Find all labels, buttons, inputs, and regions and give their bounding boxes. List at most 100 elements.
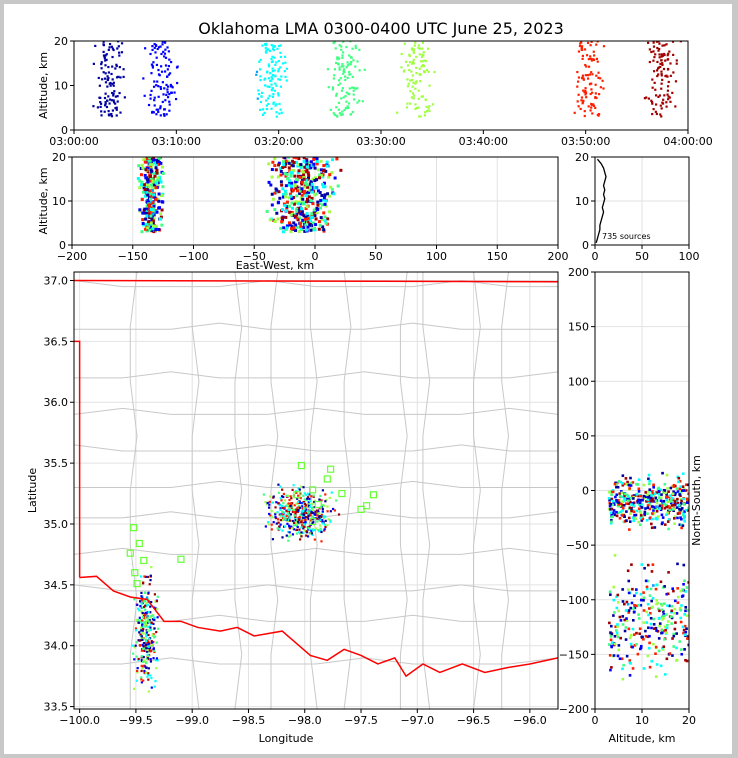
data-point <box>305 511 308 515</box>
data-point <box>153 96 156 99</box>
data-point <box>295 510 298 513</box>
data-point <box>644 495 648 499</box>
data-point <box>414 103 417 106</box>
data-point <box>686 509 689 512</box>
data-point <box>144 47 147 50</box>
data-point <box>584 63 587 67</box>
data-point <box>157 110 160 114</box>
data-point <box>157 157 161 160</box>
data-point <box>258 60 261 63</box>
data-point <box>144 611 147 614</box>
data-point <box>655 629 658 632</box>
data-point <box>337 108 340 111</box>
data-point <box>303 217 307 221</box>
data-point <box>609 668 612 672</box>
data-point <box>312 158 316 162</box>
data-point <box>639 644 643 648</box>
data-point <box>656 629 660 633</box>
altitude-north-south-panel: 0 10 20−200−150−100−50050100150200Altitude… <box>559 266 703 745</box>
data-point <box>277 68 280 71</box>
data-point <box>589 92 592 96</box>
data-point <box>313 528 317 532</box>
data-point <box>646 498 650 501</box>
data-point <box>644 634 648 638</box>
data-point <box>137 164 141 168</box>
data-point <box>580 48 584 51</box>
y-axis-label: Latitude <box>26 468 39 514</box>
data-point <box>679 608 683 612</box>
data-point <box>288 535 291 538</box>
data-point <box>672 507 676 511</box>
data-point <box>270 89 273 92</box>
data-point <box>320 218 324 222</box>
x-tick-label: −50 <box>243 250 266 263</box>
data-point <box>629 606 633 610</box>
data-point <box>651 102 654 105</box>
data-point <box>318 191 322 195</box>
data-point <box>645 493 649 497</box>
data-point <box>136 671 139 674</box>
data-point <box>166 75 169 78</box>
data-point <box>171 86 174 89</box>
data-point <box>315 157 319 161</box>
data-point <box>299 532 302 535</box>
data-point <box>670 504 674 507</box>
data-point <box>595 43 598 46</box>
data-point <box>663 614 666 618</box>
data-point <box>303 189 307 193</box>
data-point <box>262 493 265 496</box>
data-point <box>313 506 316 509</box>
data-point <box>103 110 106 113</box>
data-point <box>588 73 592 76</box>
data-point <box>143 605 146 609</box>
data-point <box>146 178 150 182</box>
data-point <box>303 518 306 521</box>
data-point <box>296 507 299 510</box>
data-point <box>296 174 300 178</box>
data-point <box>309 199 313 203</box>
data-point <box>309 511 313 515</box>
data-point <box>270 43 273 47</box>
data-point <box>153 161 157 165</box>
data-point <box>428 84 431 87</box>
data-point <box>623 618 627 622</box>
data-point <box>149 605 152 608</box>
data-point <box>318 507 321 510</box>
data-point <box>646 512 649 515</box>
data-point <box>283 165 287 169</box>
data-point <box>295 523 298 526</box>
data-point <box>272 49 275 52</box>
data-point <box>322 164 326 168</box>
data-point <box>116 100 119 103</box>
data-point <box>639 516 643 520</box>
data-point <box>415 66 418 69</box>
data-point <box>92 105 95 108</box>
data-point <box>271 218 275 222</box>
data-point <box>335 92 338 95</box>
data-point <box>109 84 112 87</box>
data-point <box>642 494 646 498</box>
data-point <box>299 224 303 228</box>
data-point <box>300 169 304 173</box>
data-point <box>149 644 152 648</box>
data-point <box>273 208 277 212</box>
data-point <box>654 496 658 500</box>
data-point <box>301 218 305 222</box>
data-point <box>279 85 283 88</box>
data-point <box>670 610 673 614</box>
data-point <box>313 513 316 516</box>
data-point <box>139 167 143 171</box>
data-point <box>587 65 591 68</box>
data-point <box>264 47 267 50</box>
data-point <box>151 66 155 69</box>
data-point <box>317 220 321 224</box>
data-point <box>145 671 148 674</box>
data-point <box>652 509 655 512</box>
data-point <box>115 64 118 68</box>
data-point <box>582 78 585 81</box>
data-point <box>341 87 344 90</box>
data-point <box>153 99 156 102</box>
data-point <box>280 183 284 187</box>
data-point <box>608 504 612 508</box>
data-point <box>145 631 148 634</box>
